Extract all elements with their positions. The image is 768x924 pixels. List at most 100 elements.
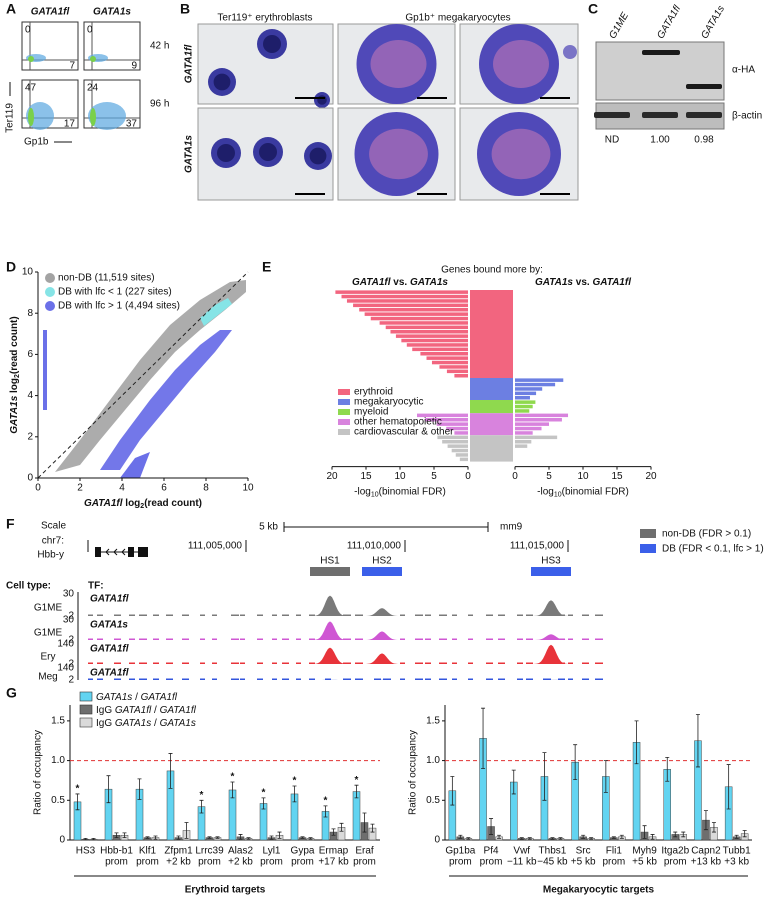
signal-noise [272,614,277,616]
bar [346,299,468,303]
legend-swatch [45,273,55,283]
x-tick-label: prom [602,857,625,868]
legend-label: megakaryocytic [354,397,423,408]
strand-arrow [113,548,118,556]
signal-noise [97,614,103,616]
signal-noise [425,662,431,664]
signal-noise [498,638,505,640]
error-bar [292,785,297,803]
x-tick-label: Zfpm1 [164,846,193,857]
text-part: GATA1s [115,718,151,729]
legend-swatch [338,429,350,435]
coordinate-label: 111,005,000 [188,541,243,552]
signal-noise [231,638,239,640]
signal-noise [355,638,363,640]
panel-label: D [6,259,16,275]
error-bar [238,834,243,840]
bar [515,418,562,422]
bar [406,343,468,347]
signal-noise [182,638,189,640]
x-tick-label: Thbs1 [539,846,567,857]
legend-label: DB (FDR < 0.1, lfc > 1) [662,544,764,555]
signal-noise [517,678,523,680]
signal-noise [558,638,565,640]
cell-type: Meg [38,672,57,683]
diagonal [37,271,249,479]
signal-noise [240,662,245,664]
lane-label: GATA1s [699,4,727,41]
error-bar [362,812,367,833]
x-tick-label: +13 kb [691,857,722,868]
signal-noise [486,662,493,664]
x-tick-label: Lrrc39 [195,846,224,857]
image-title: Gp1b⁺ megakaryocytes [405,13,510,24]
bar [352,791,361,841]
bar [515,444,528,448]
error-bar [354,784,359,799]
track-scale: 2 [68,675,74,686]
x-tick-label: 2 [77,483,83,494]
signal-noise [309,614,315,616]
site [531,567,571,576]
signal-noise [439,614,447,616]
signal-noise [383,678,391,680]
signal-noise [153,638,159,640]
text-part: / [151,705,159,716]
x-tick-label: 10 [394,471,406,482]
x-tick-label: Lyl1 [263,846,281,857]
signal-noise [452,662,457,664]
signal-noise [343,638,351,640]
legend-label: GATA1s / GATA1fl [96,692,178,703]
signal-noise [415,678,423,680]
quadrant-value: 24 [87,83,99,94]
signal-peak [310,621,350,640]
scatter-cloud [43,280,246,478]
signal-noise [425,614,431,616]
x-tick-label: prom [198,857,221,868]
signal-noise [272,662,277,664]
bar [515,391,537,396]
x-axis-label: -log10(binomial FDR) [537,486,629,499]
cell-type: G1ME [34,603,63,614]
y-tick-label: 1.5 [51,716,65,727]
signal-noise [309,662,315,664]
signal-noise [153,662,159,664]
x-tick-label: 0 [465,471,471,482]
error-bar [742,830,747,838]
error-bar [184,822,189,839]
error-bar [215,836,220,839]
cell-nucleus [263,35,281,53]
x-tick-label: Ermap [319,846,349,857]
signal-noise [88,678,93,680]
error-bar [339,822,344,832]
signal-noise [526,638,533,640]
signal-noise [240,614,245,616]
signal-noise [296,638,301,640]
signal-noise [231,678,239,680]
legend-label: erythroid [354,387,393,398]
bar [515,400,536,404]
signal-noise [257,614,263,616]
bar [353,303,468,308]
tf-label: GATA1fl [90,594,129,605]
error-bar [176,835,181,840]
row-label: GATA1s [184,135,195,173]
legend-swatch [338,409,350,415]
legend-swatch [640,544,656,553]
text-part: GATA1s [9,395,20,433]
bar [515,413,569,418]
y-tick-label: 0.5 [51,795,65,806]
signal-noise [153,678,159,680]
error-bar [681,831,686,838]
x-tick-label: prom [291,857,314,868]
x-tick-label: −45 kb [537,857,568,868]
text-part: GATA1fl [160,705,197,716]
x-tick-label: Tubb1 [723,846,751,857]
cell-nucleus [317,95,327,105]
browser-label: Hbb-y [37,550,64,561]
text-part: (read count) [9,316,20,374]
signal-noise [415,614,423,616]
error-bar [106,775,111,804]
signal-noise [129,614,135,616]
x-tick-label: prom [105,857,128,868]
